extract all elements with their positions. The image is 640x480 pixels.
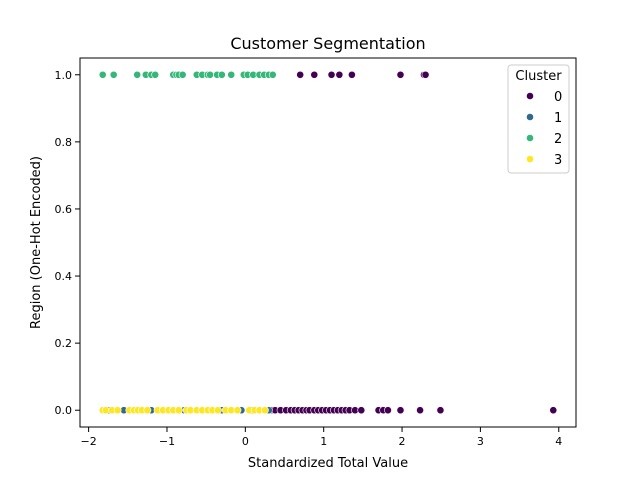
legend-label-cluster-1: 1: [554, 111, 562, 126]
legend-label-cluster-0: 0: [554, 90, 562, 105]
data-point-cluster-0: [396, 70, 405, 79]
y-axis-label: Region (One-Hot Encoded): [29, 156, 44, 329]
legend: Cluster 0 1 2 3: [507, 64, 570, 174]
x-tick-label: 2: [399, 435, 406, 448]
y-tick-label: 1.0: [55, 69, 73, 82]
legend-box: [507, 64, 570, 174]
data-point-cluster-0: [384, 406, 392, 415]
data-point-cluster-2: [133, 70, 142, 79]
x-tick-label: 3: [477, 435, 484, 448]
data-point-cluster-2: [151, 70, 160, 79]
data-point-cluster-0: [396, 406, 405, 415]
x-tick-label: 0: [242, 435, 249, 448]
y-tick-label: 0.6: [55, 203, 73, 216]
data-point-cluster-0: [549, 406, 558, 415]
legend-title: Cluster: [515, 69, 562, 84]
y-tick-label: 0.2: [55, 337, 73, 350]
data-point-cluster-3: [261, 406, 269, 415]
data-point-cluster-0: [327, 70, 336, 79]
y-tick-label: 0.8: [55, 136, 73, 149]
y-tick-label: 0.0: [55, 404, 73, 417]
data-point-cluster-2: [227, 70, 236, 79]
data-point-cluster-2: [109, 70, 118, 79]
legend-marker-cluster-1: [526, 113, 534, 121]
legend-marker-cluster-0: [526, 92, 534, 100]
data-point-cluster-2: [178, 70, 187, 79]
x-tick-label: 1: [320, 435, 327, 448]
x-tick-label: −2: [81, 435, 97, 448]
plot-frame: [79, 57, 577, 428]
data-point-cluster-3: [113, 406, 122, 415]
data-point-cluster-3: [233, 406, 242, 415]
legend-marker-cluster-2: [526, 134, 534, 142]
data-point-cluster-0: [416, 406, 424, 415]
legend-label-cluster-3: 3: [554, 153, 562, 168]
data-point-cluster-2: [217, 70, 226, 79]
data-point-cluster-0: [347, 70, 356, 79]
x-ticks: −2 −1 0 1 2 3 4: [81, 427, 562, 448]
chart-title: Customer Segmentation: [230, 34, 425, 53]
data-point-cluster-2: [268, 70, 277, 79]
data-point-cluster-0: [357, 406, 366, 415]
axes-layer: [79, 57, 577, 428]
y-ticks: 0.0 0.2 0.4 0.6 0.8 1.0: [55, 69, 80, 417]
legend-label-cluster-2: 2: [554, 132, 562, 147]
x-tick-label: −1: [159, 435, 175, 448]
data-point-cluster-0: [335, 70, 344, 79]
data-point-cluster-3: [143, 406, 152, 415]
points-layer: [98, 70, 558, 415]
data-point-cluster-0: [421, 70, 430, 79]
data-point-cluster-2: [206, 70, 214, 79]
data-point-cluster-3: [214, 406, 222, 415]
x-tick-label: 4: [555, 435, 562, 448]
y-tick-label: 0.4: [55, 270, 73, 283]
x-axis-label: Standardized Total Value: [248, 456, 408, 471]
legend-marker-cluster-3: [526, 155, 534, 163]
legend-entries: 0 1 2 3: [526, 90, 562, 168]
data-point-cluster-0: [296, 70, 305, 79]
data-point-cluster-0: [310, 70, 319, 79]
data-point-cluster-0: [436, 406, 445, 415]
data-point-cluster-3: [174, 406, 183, 415]
data-point-cluster-2: [98, 70, 107, 79]
